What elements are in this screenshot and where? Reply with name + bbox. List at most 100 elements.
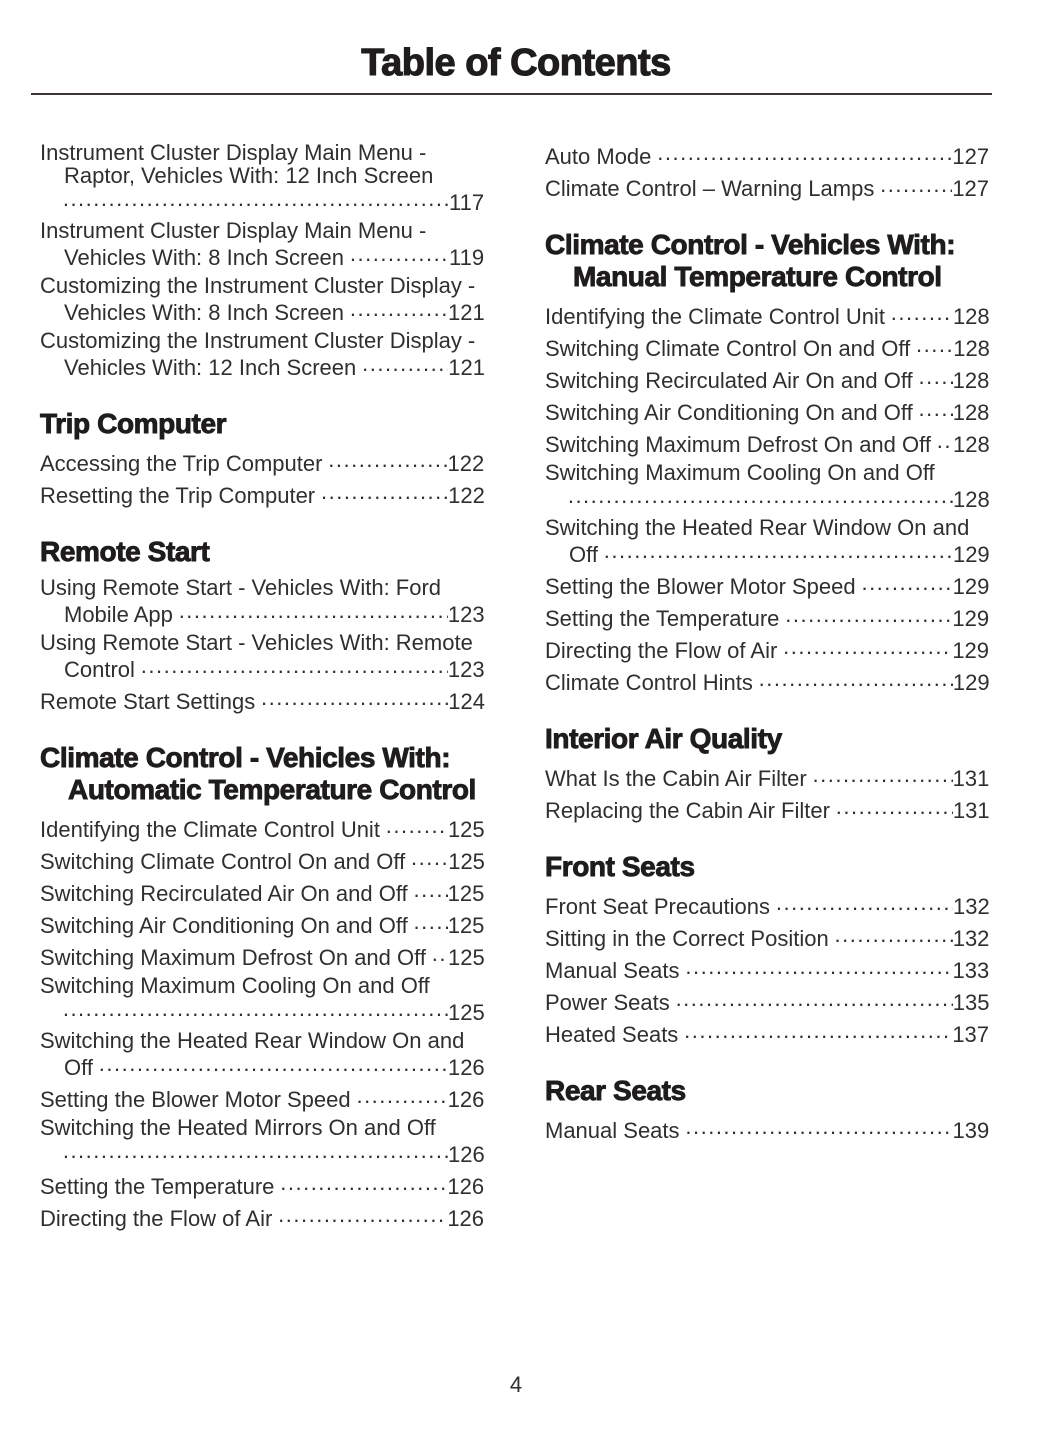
toc-entry: Customizing the Instrument Cluster Displ… [40, 274, 487, 324]
dot-leader: ........................................… [919, 365, 953, 388]
entry-label: Customizing the Instrument Cluster Displ… [40, 328, 476, 380]
toc-entry: Manual Seats............................… [545, 1115, 992, 1142]
section-heading: Climate Control - Vehicles With: Automat… [40, 742, 477, 806]
entry-page-number: 132 [953, 894, 990, 919]
entry-page-number: 129 [952, 638, 990, 663]
entry-page-number: 121 [448, 355, 485, 380]
entry-label: Climate Control – Warning Lamps [545, 176, 875, 201]
entry-page-number: 128 [953, 487, 990, 512]
dot-leader: ........................................… [891, 301, 953, 324]
toc-entry: Using Remote Start - Vehicles With: Ford… [40, 576, 487, 626]
section-heading: Trip Computer [40, 408, 227, 440]
section-heading: Front Seats [545, 851, 696, 883]
toc-entry: Power Seats.............................… [545, 987, 992, 1014]
entry-label: Replacing the Cabin Air Filter [545, 798, 830, 823]
entry-label: Switching Maximum Cooling On and Off [545, 460, 935, 485]
toc-entry: Switching the Heated Rear Window On and … [40, 1029, 487, 1079]
entry-page-number: 139 [952, 1118, 990, 1143]
toc-column-left: Instrument Cluster Display Main Menu - R… [40, 141, 487, 1235]
entry-page-number: 121 [448, 300, 485, 325]
toc-entry: Directing the Flow of Air...............… [545, 635, 992, 662]
section-heading: Rear Seats [545, 1075, 687, 1107]
toc-entry: Sitting in the Correct Position.........… [545, 923, 992, 950]
entry-label: Switching the Heated Rear Window On and … [545, 515, 970, 567]
toc-entry: Climate Control Hints...................… [545, 667, 992, 694]
toc-entry: Switching Maximum Cooling On and Off....… [545, 461, 992, 511]
entry-page-number: 126 [448, 1142, 485, 1167]
entry-page-number: 131 [952, 766, 990, 791]
toc-entry: What Is the Cabin Air Filter............… [545, 763, 992, 790]
entry-page-number: 117 [449, 190, 485, 215]
entry-label: Switching Maximum Cooling On and Off [40, 973, 430, 998]
dot-leader: ........................................… [813, 763, 953, 786]
dot-leader: ........................................… [937, 429, 953, 452]
dot-leader: ........................................… [759, 667, 953, 690]
dot-leader: ........................................… [351, 242, 449, 265]
toc-section: Climate Control - Vehicles With: Automat… [40, 742, 487, 1230]
entry-label: Heated Seats [545, 1022, 679, 1047]
entry-page-number: 129 [952, 542, 990, 567]
toc-entry: Setting the Temperature.................… [40, 1171, 487, 1198]
toc-entry: Remote Start Settings...................… [40, 686, 487, 713]
toc-section: Front Seats Front Seat Precautions.......… [545, 851, 992, 1046]
toc-entry: Switching Recirculated Air On and Off...… [545, 365, 992, 392]
entry-page-number: 128 [952, 304, 990, 329]
toc-section: Rear Seats Manual Seats..................… [545, 1075, 992, 1142]
toc-entry: Switching Maximum Cooling On and Off....… [40, 974, 487, 1024]
toc-section: Instrument Cluster Display Main Menu - R… [40, 141, 487, 379]
dot-leader: ........................................… [685, 1019, 952, 1042]
toc-section: Auto Mode...............................… [545, 141, 992, 200]
toc-entry: Switching Climate Control On and Off....… [545, 333, 992, 360]
entry-page-number: 124 [448, 689, 485, 714]
entry-label: Remote Start Settings [40, 689, 256, 714]
toc-entry: Auto Mode...............................… [545, 141, 992, 168]
entry-page-number: 125 [447, 945, 485, 970]
dot-leader: ........................................… [414, 910, 448, 933]
entry-page-number: 125 [448, 1000, 485, 1025]
dot-leader: ........................................… [917, 333, 953, 356]
entry-label: Switching Climate Control On and Off [40, 849, 406, 874]
entry-label: Front Seat Precautions [545, 894, 771, 919]
toc-entry: Climate Control – Warning Lamps.........… [545, 173, 992, 200]
toc-entry: Switching Maximum Defrost On and Off....… [545, 429, 992, 456]
toc-entry: Switching Climate Control On and Off....… [40, 846, 487, 873]
dot-leader: ........................................… [658, 141, 952, 164]
entry-label: Setting the Blower Motor Speed [40, 1087, 351, 1112]
toc-entry: Setting the Temperature.................… [545, 603, 992, 630]
entry-page-number: 123 [447, 602, 485, 627]
entry-label: Resetting the Trip Computer [40, 483, 316, 508]
entry-page-number: 129 [952, 670, 990, 695]
dot-leader: ........................................… [279, 1203, 447, 1226]
dot-leader: ........................................… [676, 987, 953, 1010]
entry-page-number: 126 [447, 1206, 485, 1231]
entry-page-number: 127 [952, 176, 990, 201]
entry-label: Switching Maximum Defrost On and Off [40, 945, 426, 970]
toc-column-right: Auto Mode...............................… [545, 141, 992, 1235]
toc-entry: Switching the Heated Mirrors On and Off.… [40, 1116, 487, 1166]
toc-entry: Front Seat Precautions..................… [545, 891, 992, 918]
dot-leader: ........................................… [881, 173, 952, 196]
toc-entry: Identifying the Climate Control Unit....… [545, 301, 992, 328]
toc-section: Trip Computer Accessing the Trip Computer… [40, 408, 487, 507]
toc-entry: Switching Maximum Defrost On and Off....… [40, 942, 487, 969]
entry-label: Directing the Flow of Air [40, 1206, 273, 1231]
toc-entry: Identifying the Climate Control Unit....… [40, 814, 487, 841]
entry-page-number: 135 [952, 990, 990, 1015]
entry-label: Accessing the Trip Computer [40, 451, 323, 476]
dot-leader: ........................................… [386, 814, 448, 837]
dot-leader: ........................................… [862, 571, 953, 594]
dot-leader: ........................................… [64, 1139, 448, 1162]
toc-entry: Setting the Blower Motor Speed..........… [545, 571, 992, 598]
entry-page-number: 133 [952, 958, 990, 983]
dot-leader: ........................................… [919, 397, 953, 420]
dot-leader: ........................................… [412, 846, 448, 869]
dot-leader: ........................................… [686, 1115, 953, 1138]
title-divider [31, 93, 992, 95]
entry-label: Using Remote Start - Vehicles With: Remo… [40, 630, 473, 682]
toc-entry: Heated Seats............................… [545, 1019, 992, 1046]
dot-leader: ........................................… [357, 1084, 448, 1107]
toc-entry: Accessing the Trip Computer.............… [40, 448, 487, 475]
dot-leader: ........................................… [604, 539, 953, 562]
entry-label: Switching Air Conditioning On and Off [545, 400, 913, 425]
